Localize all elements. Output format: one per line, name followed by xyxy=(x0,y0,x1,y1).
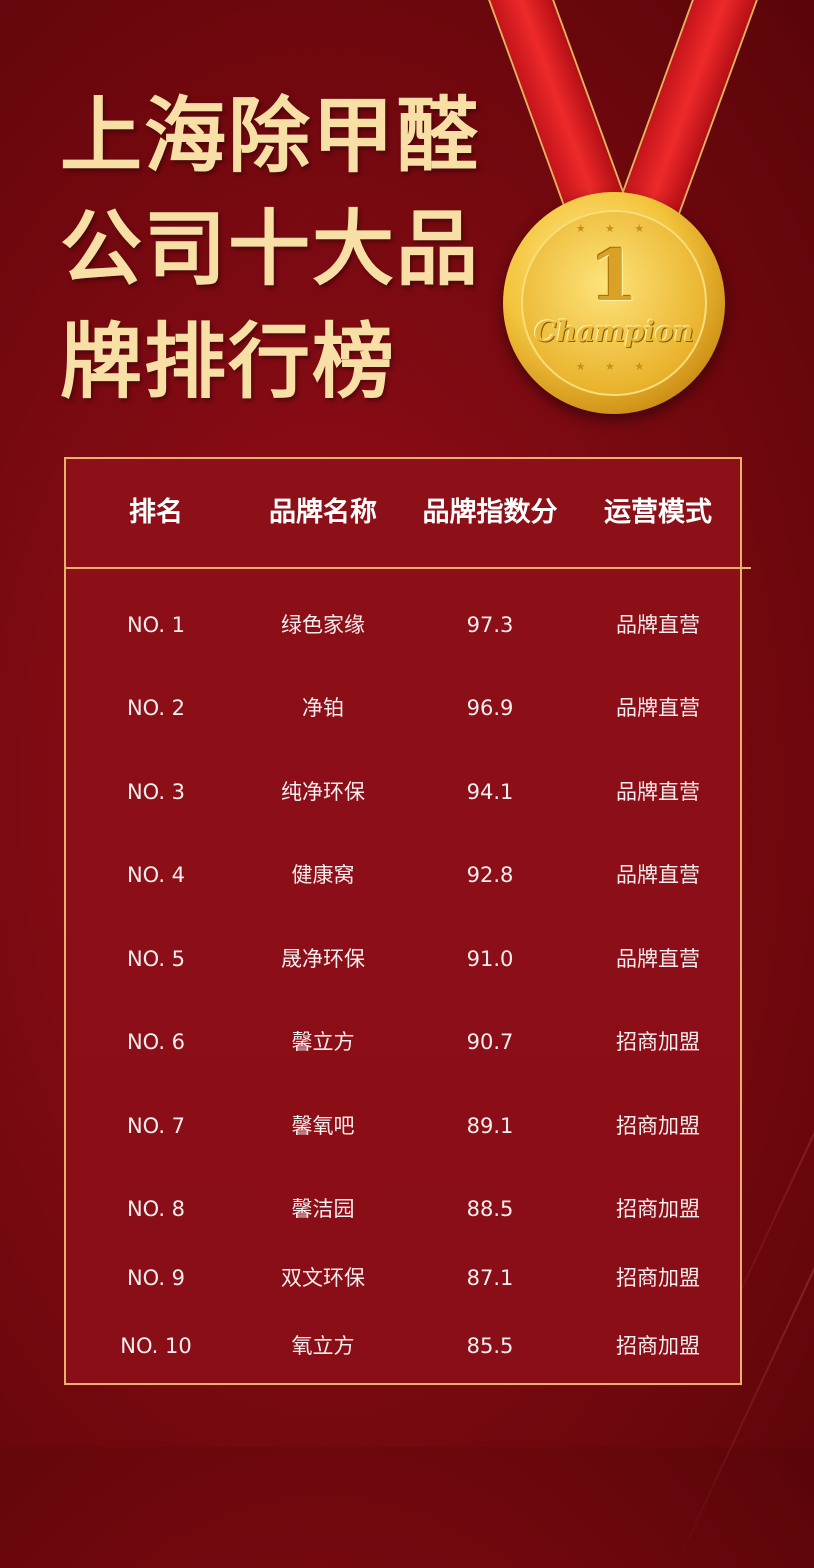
cell-score: 89.1 xyxy=(466,1114,514,1138)
cell-rank: NO. 1 xyxy=(126,613,186,637)
cell-score: 97.3 xyxy=(466,613,514,637)
title-line: 牌排行榜 xyxy=(60,315,397,410)
cell-rank: NO. 9 xyxy=(126,1266,186,1290)
cell-rank: NO. 10 xyxy=(120,1334,192,1358)
cell-brand: 净铂 xyxy=(302,696,344,720)
cell-mode: 招商加盟 xyxy=(616,1030,700,1054)
cell-rank: NO. 8 xyxy=(126,1197,186,1221)
cell-brand: 健康窝 xyxy=(291,863,355,887)
table-row: NO. 6 馨立方 90.7 招商加盟 xyxy=(64,1022,740,1062)
table-row: NO. 1 绿色家缘 97.3 品牌直营 xyxy=(64,605,740,645)
header-divider xyxy=(64,567,751,569)
header-brand: 品牌名称 xyxy=(269,497,377,528)
cell-mode: 品牌直营 xyxy=(616,613,700,637)
cell-mode: 品牌直营 xyxy=(616,780,700,804)
cell-rank: NO. 3 xyxy=(126,780,186,804)
title-line: 公司十大品 xyxy=(60,202,481,297)
medal-text: Champion xyxy=(534,315,694,348)
cell-brand: 双文环保 xyxy=(281,1266,365,1290)
cell-score: 94.1 xyxy=(466,780,514,804)
stars-icon: ★ ★ ★ xyxy=(575,222,653,235)
cell-rank: NO. 7 xyxy=(126,1114,186,1138)
cell-brand: 绿色家缘 xyxy=(281,613,365,637)
cell-score: 88.5 xyxy=(466,1197,514,1221)
table-row: NO. 10 氧立方 85.5 招商加盟 xyxy=(64,1326,740,1366)
stars-icon: ★ ★ ★ xyxy=(575,360,653,373)
cell-mode: 品牌直营 xyxy=(616,947,700,971)
cell-rank: NO. 2 xyxy=(126,696,186,720)
cell-rank: NO. 4 xyxy=(126,863,186,887)
cell-score: 91.0 xyxy=(466,947,514,971)
champion-medal-icon: ★ ★ ★ 1 Champion ★ ★ ★ xyxy=(503,192,725,414)
cell-mode: 招商加盟 xyxy=(616,1266,700,1290)
cell-mode: 招商加盟 xyxy=(616,1197,700,1221)
cell-brand: 晟净环保 xyxy=(281,947,365,971)
header-rank: 排名 xyxy=(129,497,183,528)
header-score: 品牌指数分 xyxy=(422,497,558,528)
title-line: 上海除甲醛 xyxy=(60,89,481,184)
cell-mode: 品牌直营 xyxy=(616,696,700,720)
table-row: NO. 5 晟净环保 91.0 品牌直营 xyxy=(64,939,740,979)
table-row: NO. 7 馨氧吧 89.1 招商加盟 xyxy=(64,1106,740,1146)
page-title: 上海除甲醛 公司十大品 牌排行榜 xyxy=(60,80,480,419)
cell-brand: 馨立方 xyxy=(291,1030,355,1054)
header-mode: 运营模式 xyxy=(604,497,712,528)
table-row: NO. 2 净铂 96.9 品牌直营 xyxy=(64,688,740,728)
cell-rank: NO. 6 xyxy=(126,1030,186,1054)
table-row: NO. 9 双文环保 87.1 招商加盟 xyxy=(64,1258,740,1298)
cell-mode: 招商加盟 xyxy=(616,1114,700,1138)
cell-score: 96.9 xyxy=(466,696,514,720)
cell-score: 85.5 xyxy=(466,1334,514,1358)
cell-mode: 品牌直营 xyxy=(616,863,700,887)
cell-mode: 招商加盟 xyxy=(616,1334,700,1358)
cell-score: 87.1 xyxy=(466,1266,514,1290)
table-header: 排名 品牌名称 品牌指数分 运营模式 xyxy=(64,493,740,533)
medal-number: 1 xyxy=(589,234,639,317)
cell-score: 92.8 xyxy=(466,863,514,887)
table-row: NO. 8 馨洁园 88.5 招商加盟 xyxy=(64,1189,740,1229)
ranking-table xyxy=(64,457,742,1385)
cell-brand: 纯净环保 xyxy=(281,780,365,804)
cell-score: 90.7 xyxy=(466,1030,514,1054)
table-row: NO. 3 纯净环保 94.1 品牌直营 xyxy=(64,772,740,812)
cell-rank: NO. 5 xyxy=(126,947,186,971)
table-row: NO. 4 健康窝 92.8 品牌直营 xyxy=(64,855,740,895)
cell-brand: 氧立方 xyxy=(291,1334,355,1358)
cell-brand: 馨氧吧 xyxy=(291,1114,355,1138)
cell-brand: 馨洁园 xyxy=(291,1197,355,1221)
